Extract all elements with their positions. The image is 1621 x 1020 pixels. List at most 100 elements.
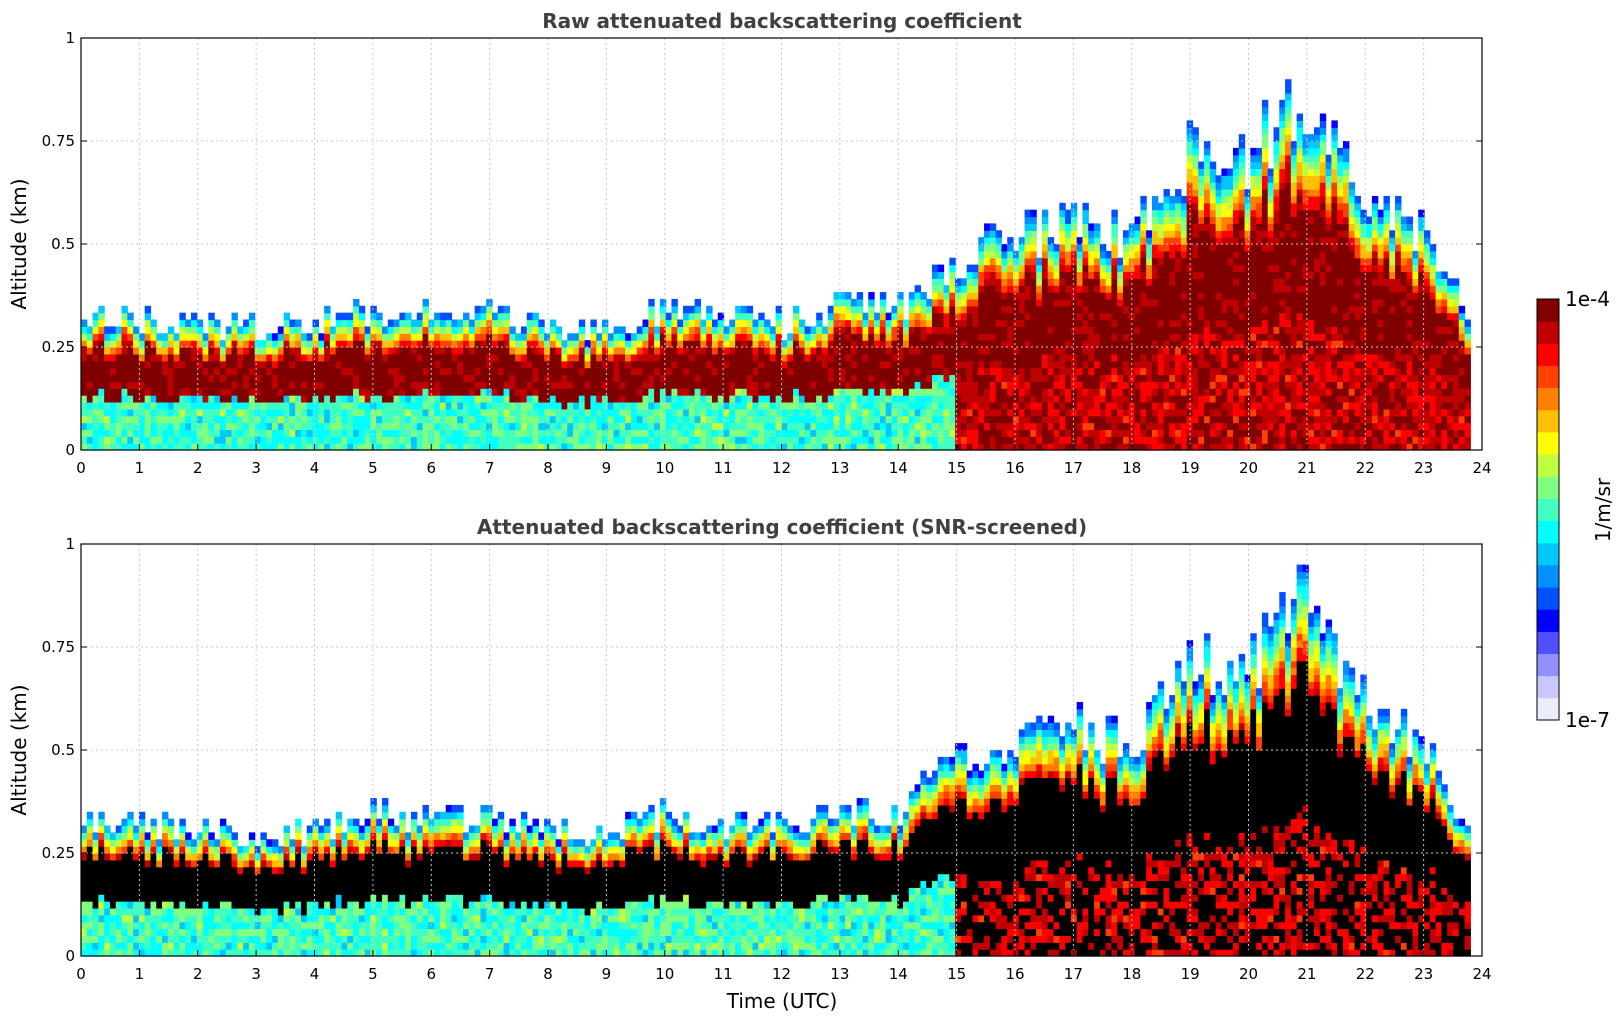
heatmap-cell [764, 443, 771, 451]
heatmap-cell [341, 401, 348, 410]
heatmap-cell [1238, 209, 1246, 218]
heatmap-cell [451, 422, 458, 430]
heatmap-cell [92, 443, 99, 451]
heatmap-cell [312, 353, 319, 362]
heatmap-cell [845, 360, 852, 369]
heatmap-cell [1250, 175, 1257, 183]
heatmap-cell [1227, 340, 1234, 348]
heatmap-cell [399, 367, 406, 376]
heatmap-cell [966, 292, 974, 300]
heatmap-cell [862, 436, 869, 444]
heatmap-cell [740, 347, 748, 355]
heatmap-cell [190, 312, 198, 321]
heatmap-cell [509, 381, 516, 389]
heatmap-cell [584, 360, 592, 369]
heatmap-cell [1094, 395, 1101, 403]
heatmap-cell [1157, 347, 1165, 355]
heatmap-cell [833, 333, 840, 341]
heatmap-cell [636, 340, 644, 348]
heatmap-cell [1209, 250, 1217, 259]
heatmap-cell [943, 408, 950, 417]
heatmap-cell [769, 340, 777, 348]
heatmap-cell [1209, 312, 1217, 321]
heatmap-cell [382, 422, 389, 430]
heatmap-cell [874, 443, 881, 451]
heatmap-cell [1163, 223, 1170, 231]
heatmap-cell [1146, 436, 1153, 444]
heatmap-cell [463, 326, 470, 334]
heatmap-cell [422, 347, 429, 355]
heatmap-cell [752, 401, 759, 410]
heatmap-cell [995, 285, 1003, 293]
heatmap-cell [1053, 401, 1060, 410]
heatmap-cell [231, 312, 238, 321]
heatmap-cell [520, 415, 528, 424]
heatmap-cell [578, 381, 586, 389]
heatmap-cell [984, 388, 991, 396]
heatmap-cell [457, 395, 464, 403]
heatmap-cell [1163, 443, 1170, 451]
heatmap-cell [943, 312, 950, 321]
heatmap-cell [439, 381, 447, 389]
heatmap-cell [810, 374, 817, 382]
heatmap-cell [422, 333, 429, 341]
heatmap-cell [324, 374, 331, 382]
heatmap-cell [382, 326, 389, 334]
heatmap-cell [1140, 360, 1147, 369]
heatmap-cell [1053, 443, 1060, 451]
heatmap-cell [1082, 381, 1089, 389]
heatmap-cell [416, 388, 424, 396]
heatmap-cell [1204, 388, 1211, 396]
heatmap-cell [694, 367, 702, 376]
heatmap-cell [272, 340, 279, 348]
heatmap-cell [827, 381, 835, 389]
heatmap-cell [891, 333, 898, 341]
heatmap-cell [1053, 292, 1060, 300]
heatmap-cell [1238, 353, 1246, 362]
heatmap-cell [1192, 333, 1199, 341]
heatmap-cell [856, 298, 864, 307]
heatmap-cell [312, 436, 319, 444]
heatmap-cell [283, 367, 290, 376]
heatmap-cell [1198, 415, 1205, 424]
heatmap-cell [1244, 340, 1251, 348]
heatmap-cell [162, 415, 169, 424]
heatmap-cell [636, 422, 644, 430]
heatmap-cell [1186, 127, 1194, 135]
heatmap-cell [1082, 360, 1089, 369]
heatmap-cell [92, 429, 99, 437]
heatmap-cell [1192, 292, 1199, 300]
heatmap-cell [1175, 347, 1182, 355]
heatmap-cell [1180, 216, 1188, 224]
heatmap-cell [781, 395, 788, 403]
heatmap-cell [1059, 244, 1066, 252]
heatmap-cell [850, 408, 858, 417]
heatmap-cell [943, 340, 950, 348]
heatmap-cell [989, 305, 997, 314]
heatmap-cell [717, 381, 725, 389]
heatmap-cell [1024, 216, 1031, 224]
heatmap-cell [1088, 319, 1095, 327]
heatmap-cell [503, 415, 510, 424]
heatmap-cell [1279, 264, 1286, 273]
heatmap-cell [434, 340, 441, 348]
heatmap-cell [989, 408, 997, 417]
heatmap-cell [966, 408, 974, 417]
heatmap-cell [1273, 216, 1280, 224]
heatmap-cell [1059, 285, 1066, 293]
heatmap-cell [868, 353, 875, 362]
heatmap-cell [555, 360, 563, 369]
heatmap-cell [364, 422, 372, 430]
heatmap-cell [596, 429, 603, 437]
heatmap-cell [937, 422, 945, 430]
heatmap-cell [318, 408, 325, 417]
heatmap-cell [793, 374, 800, 382]
heatmap-cell [1036, 353, 1043, 362]
heatmap-cell [972, 285, 979, 293]
heatmap-cell [764, 326, 771, 334]
heatmap-cell [1024, 326, 1031, 334]
heatmap-cell [208, 333, 215, 341]
heatmap-cell [115, 388, 123, 396]
heatmap-cell [347, 388, 354, 396]
heatmap-cell [144, 353, 152, 362]
